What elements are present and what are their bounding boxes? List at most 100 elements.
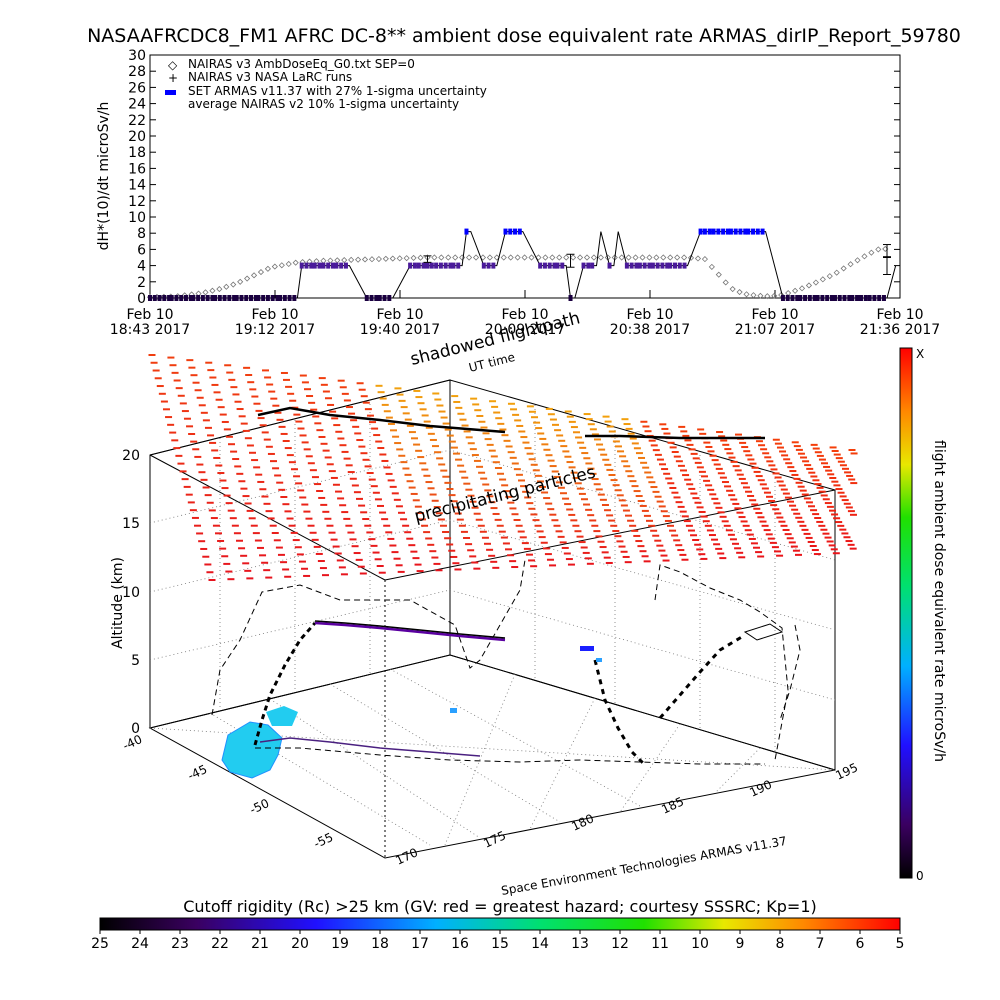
y-tick-label: 24: [128, 97, 146, 113]
lon-tick-195: 195: [833, 760, 860, 782]
armas-point: [321, 262, 326, 269]
z-axis-label: Altitude (km): [110, 557, 126, 649]
nairas-point: [570, 254, 577, 261]
armas-point: [317, 262, 322, 269]
armas-point: [660, 262, 665, 269]
armas-point: [174, 295, 179, 301]
nairas-point: [792, 287, 799, 294]
nairas-point: [618, 254, 625, 261]
armas-point: [377, 295, 382, 301]
armas-point: [443, 262, 448, 269]
armas-point: [265, 295, 270, 301]
armas-point: [815, 295, 820, 301]
armas-point: [807, 295, 812, 301]
armas-point: [795, 295, 800, 301]
nairas-point: [729, 285, 736, 293]
nairas-point: [674, 254, 681, 261]
dose-colorbar: X 0 flight ambient dose equivalent rate …: [899, 347, 947, 883]
nairas-point: [563, 254, 570, 261]
rigidity-tick-label: 9: [736, 936, 745, 952]
armas-point: [249, 295, 254, 301]
armas-point: [820, 295, 825, 301]
nairas-point: [244, 275, 251, 282]
nairas-point: [764, 293, 771, 300]
y-tick-label: 8: [137, 226, 146, 242]
land-patches: [221, 706, 457, 779]
nairas-point: [403, 255, 410, 262]
lat-tick-55: -55: [312, 830, 336, 851]
armas-point: [872, 295, 877, 301]
z-tick-5: 5: [131, 653, 140, 669]
armas-point: [855, 295, 860, 301]
armas-point: [429, 262, 434, 269]
top-edge-right: [384, 489, 836, 581]
nairas-point: [722, 279, 729, 286]
armas-point: [339, 262, 344, 269]
armas-point: [244, 295, 249, 301]
armas-point: [568, 295, 573, 301]
y-tick-label: 22: [128, 113, 146, 129]
nairas-point: [389, 255, 396, 262]
dose-colorbar-label: flight ambient dose equivalent rate micr…: [931, 440, 947, 762]
nairas-point: [778, 291, 785, 299]
nairas-point: [625, 254, 632, 261]
armas-point: [312, 262, 317, 269]
track-climb-2: [658, 633, 746, 719]
nairas-point: [736, 288, 743, 296]
armas-point: [668, 262, 673, 269]
x-tick-label-time: 19:12 2017: [235, 322, 315, 338]
armas-point: [707, 228, 712, 235]
armas-point: [832, 295, 837, 301]
nairas-point: [653, 254, 660, 261]
track-cruise-1: [314, 621, 506, 642]
armas-point: [196, 295, 201, 301]
nairas-point: [341, 257, 348, 264]
chart-title: NASAAFRCDC8_FM1 AFRC DC-8** ambient dose…: [87, 25, 961, 47]
armas-point: [434, 262, 439, 269]
armas-point: [607, 262, 612, 269]
x-tick-label-date: Feb 10: [751, 307, 798, 323]
land-patch-small: [450, 708, 457, 713]
legend-entry-3: SET ARMAS v11.37 with 27% 1-sigma uncert…: [188, 84, 487, 98]
land-patch-main: [221, 721, 283, 779]
rigidity-tick-label: 13: [571, 936, 589, 952]
nairas-point: [771, 292, 778, 299]
armas-point: [408, 262, 413, 269]
nairas-point: [535, 254, 542, 261]
rigidity-ticks: 25 24 23 22 21 20 19 18 17 16 15 14 13 12 11 10 9 8 7 6 5: [91, 930, 904, 952]
armas-point: [191, 295, 196, 301]
armas-point: [382, 295, 387, 301]
y-tick-label: 10: [128, 210, 146, 226]
armas-point: [309, 262, 314, 269]
nairas-point: [237, 278, 244, 285]
legend-entry-2: NAIRAS v3 NASA LaRC runs: [188, 70, 352, 84]
armas-point: [698, 228, 703, 235]
nairas-point: [257, 269, 265, 276]
precipitating-particles-field: [148, 354, 858, 581]
nairas-point: [590, 254, 597, 261]
rigidity-tick-label: 11: [651, 936, 669, 952]
nairas-point: [715, 271, 722, 278]
armas-point: [733, 228, 738, 235]
rigidity-tick-label: 6: [856, 936, 865, 952]
rigidity-tick-label: 16: [451, 936, 469, 952]
nairas-point: [875, 246, 882, 253]
armas-point: [261, 295, 266, 301]
armas-point: [863, 295, 868, 301]
y-axis-label: dH*(10)/dt microSv/h: [96, 102, 112, 251]
rigidity-tick-label: 10: [691, 936, 709, 952]
nairas-point: [209, 287, 216, 294]
nairas-point: [396, 255, 403, 262]
nairas-point: [466, 254, 473, 261]
armas-point: [334, 262, 339, 269]
rigidity-colorbar: Cutoff rigidity (Rc) >25 km (GV: red = g…: [91, 897, 904, 952]
armas-point: [858, 295, 863, 301]
armas-point: [287, 295, 292, 301]
nairas-point: [542, 254, 549, 261]
armas-point: [751, 228, 756, 235]
rigidity-tick-label: 18: [371, 936, 389, 952]
armas-point: [877, 295, 882, 301]
armas-point: [798, 295, 803, 301]
rigidity-tick-label: 7: [816, 936, 825, 952]
nairas-point: [750, 292, 757, 299]
